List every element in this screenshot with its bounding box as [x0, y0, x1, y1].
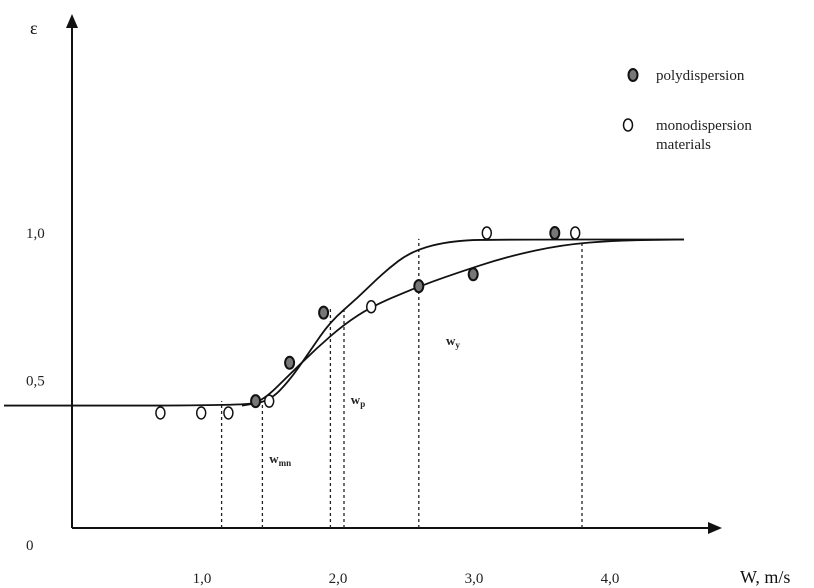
x-axis-label: W, m/s [740, 567, 790, 587]
point-polydispersion-2 [318, 305, 330, 320]
point-monodispersion-4 [365, 300, 377, 314]
data-points [155, 226, 581, 420]
legend-label-monodispersion: monodispersion materials [656, 118, 756, 153]
y-tick-label: 0,5 [26, 374, 45, 390]
curve-polydispersion [4, 238, 685, 407]
annotations: wmn wp wy [269, 333, 460, 468]
annotation-w-p: wp [351, 392, 365, 409]
point-monodispersion-3 [263, 394, 275, 408]
dashed-guides [220, 238, 583, 528]
x-tick-label: 1,0 [193, 571, 212, 587]
legend: polydispersion monodispersion materials [622, 68, 756, 153]
curves [4, 238, 685, 407]
y-tick-label: 0 [26, 538, 34, 554]
legend-marker-filled [627, 68, 639, 82]
point-monodispersion-1 [195, 406, 207, 420]
axis-labels: ε W, m/s [30, 18, 790, 587]
legend-item-monodispersion: monodispersion materials [622, 118, 756, 153]
x-axis-arrow [708, 522, 722, 534]
y-tick-label: 1,0 [26, 226, 45, 242]
legend-item-polydispersion: polydispersion [627, 68, 745, 84]
axes [66, 14, 722, 534]
annotation-w-y: wy [446, 333, 460, 350]
curve-monodispersion [241, 238, 684, 407]
point-monodispersion-0 [155, 406, 166, 420]
legend-label-polydispersion: polydispersion [656, 68, 745, 84]
point-monodispersion-5 [481, 226, 493, 240]
point-monodispersion-2 [223, 406, 234, 420]
x-tick-label: 4,0 [601, 571, 620, 587]
x-tick-label: 3,0 [465, 571, 484, 587]
tick-labels: 1,0 2,0 3,0 4,0 0 0,5 1,0 [26, 226, 619, 587]
annotation-w-mn: wmn [269, 451, 291, 468]
point-polydispersion-5 [549, 226, 561, 240]
x-tick-label: 2,0 [329, 571, 348, 587]
y-axis-arrow [66, 14, 78, 28]
point-polydispersion-3 [413, 279, 425, 294]
legend-marker-open [622, 118, 634, 132]
point-monodispersion-6 [569, 226, 581, 240]
point-polydispersion-0 [250, 394, 262, 409]
point-polydispersion-4 [467, 267, 479, 282]
y-axis-label: ε [30, 18, 38, 38]
point-polydispersion-1 [284, 355, 296, 370]
